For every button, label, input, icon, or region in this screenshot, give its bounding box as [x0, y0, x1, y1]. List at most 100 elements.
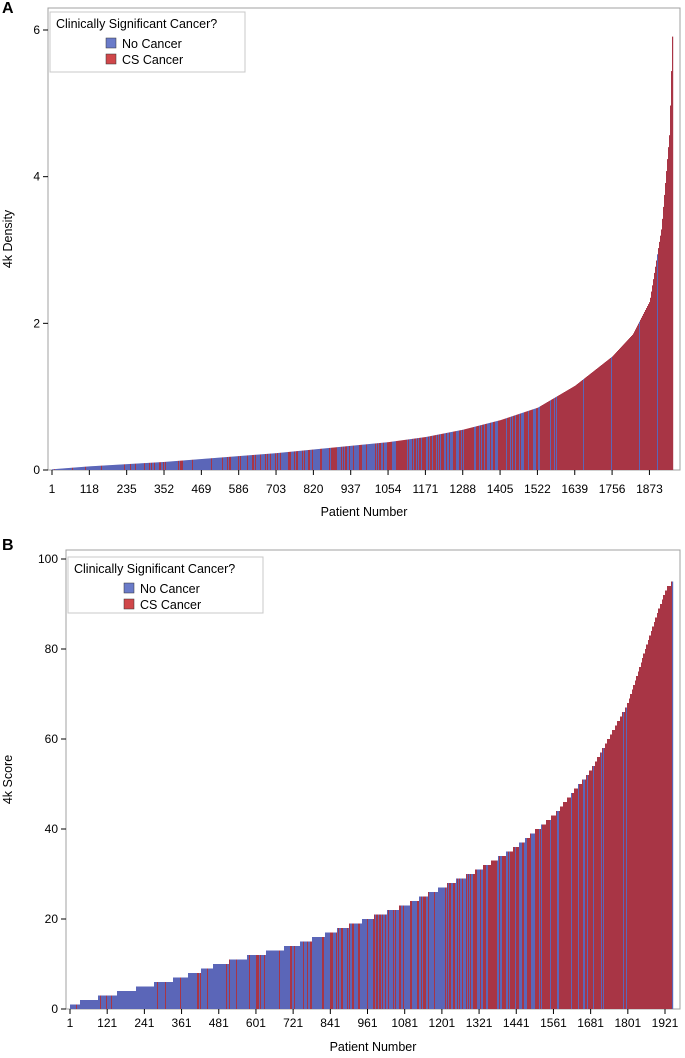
bar	[412, 901, 414, 1009]
bar	[179, 460, 181, 470]
bar	[666, 171, 668, 470]
bar	[537, 829, 539, 1009]
bar	[239, 456, 241, 470]
bar	[606, 743, 608, 1009]
bar	[90, 466, 92, 470]
bar	[623, 344, 625, 470]
bar	[74, 1004, 76, 1009]
bar	[137, 463, 139, 470]
bar	[564, 802, 566, 1009]
bar	[135, 463, 137, 470]
bar	[69, 467, 71, 470]
bar	[624, 712, 626, 1009]
bar	[321, 937, 323, 1009]
bar	[351, 445, 353, 470]
bar	[225, 964, 227, 1009]
bar	[136, 463, 138, 470]
bar	[254, 454, 256, 470]
bar	[149, 986, 151, 1009]
bar	[145, 986, 147, 1009]
bar	[328, 932, 330, 1009]
bar	[269, 950, 271, 1009]
bar	[480, 425, 482, 470]
bar	[212, 458, 214, 470]
bar	[483, 865, 485, 1009]
bar	[596, 761, 598, 1009]
bar	[322, 448, 324, 470]
bar	[625, 342, 627, 470]
bar	[281, 950, 283, 1009]
bar	[295, 451, 297, 470]
bar	[91, 1000, 93, 1009]
bar	[314, 449, 316, 470]
bar	[593, 766, 595, 1009]
bar	[101, 465, 103, 470]
bar	[506, 851, 508, 1009]
bar	[246, 959, 248, 1009]
bar	[115, 464, 117, 470]
bar	[515, 847, 517, 1009]
bar	[457, 430, 459, 470]
bar	[663, 206, 665, 470]
bar	[570, 797, 572, 1009]
x-tick-label: 1201	[429, 1016, 456, 1030]
legend-title: Clinically Significant Cancer?	[74, 562, 235, 576]
bar	[405, 439, 407, 470]
bar	[344, 446, 346, 470]
bar	[378, 914, 380, 1009]
bar	[617, 351, 619, 470]
bar	[400, 440, 402, 470]
bar	[210, 458, 212, 470]
bar	[77, 467, 79, 470]
bar	[133, 991, 135, 1009]
bar	[64, 468, 66, 470]
bar	[518, 414, 520, 470]
chart-panel-b: B 0 20 40 60 80 100 1 121 241 361 481 601 721 841 961 1…	[0, 537, 685, 1058]
bar	[563, 392, 565, 470]
bar	[100, 995, 102, 1009]
legend-swatch-no-cancer	[123, 582, 135, 594]
bar	[568, 389, 570, 470]
bar	[319, 448, 321, 470]
bar	[118, 991, 120, 1009]
bar	[436, 892, 438, 1009]
bar	[488, 865, 490, 1009]
bar	[584, 378, 586, 470]
bar	[249, 455, 251, 470]
bar	[413, 438, 415, 470]
bar	[456, 430, 458, 470]
x-axis-title: Patient Number	[321, 505, 408, 519]
bar	[449, 432, 451, 470]
bar	[451, 431, 453, 470]
bar	[667, 159, 669, 470]
bar	[430, 892, 432, 1009]
bar	[568, 797, 570, 1009]
bar	[611, 357, 613, 470]
bar	[482, 869, 484, 1009]
bar	[510, 416, 512, 470]
bar	[637, 325, 639, 470]
bar	[200, 973, 202, 1009]
bar	[489, 422, 491, 470]
bar	[453, 883, 455, 1009]
bar	[257, 955, 259, 1009]
bar	[148, 462, 150, 470]
bar	[557, 811, 559, 1009]
bar	[524, 412, 526, 470]
bar	[243, 959, 245, 1009]
bar	[469, 874, 471, 1009]
bar	[598, 757, 600, 1009]
bar	[90, 1000, 92, 1009]
bar	[585, 779, 587, 1009]
bar	[547, 402, 549, 470]
bar	[535, 408, 537, 470]
panel-letter-b: B	[2, 537, 14, 554]
x-tick-label: 121	[97, 1016, 117, 1030]
bar	[642, 315, 644, 470]
bar	[476, 426, 478, 470]
bar	[443, 887, 445, 1009]
x-tick-label: 469	[191, 482, 211, 496]
bar	[113, 995, 115, 1009]
bar	[76, 467, 78, 470]
bar	[465, 429, 467, 470]
